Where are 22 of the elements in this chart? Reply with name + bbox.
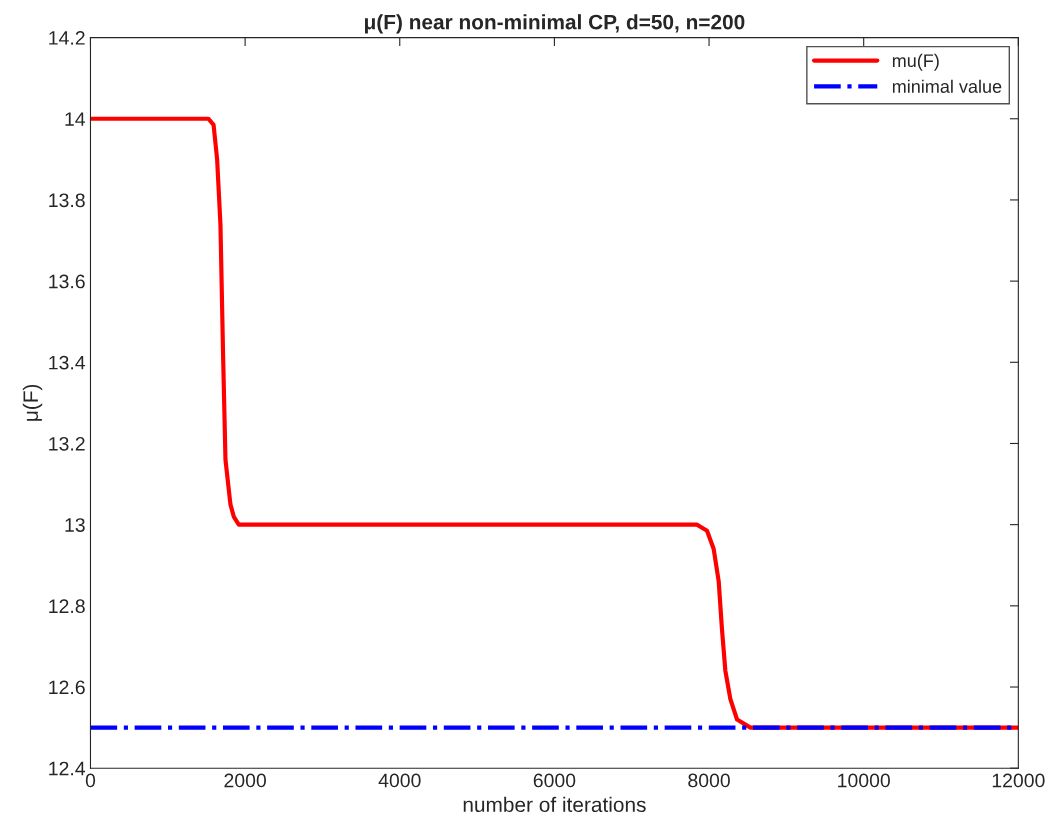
x-tick-label: 8000	[688, 773, 730, 788]
y-tick-label: 13	[65, 518, 85, 532]
x-axis-title: number of iterations	[463, 796, 646, 813]
chart-title: μ(F) near non-minimal CP, d=50, n=200	[365, 14, 745, 34]
x-tick-label: 4000	[378, 773, 421, 788]
x-tick-label: 2000	[224, 773, 266, 788]
y-tick-label: 12.8	[49, 599, 85, 614]
y-tick-label: 13.2	[49, 436, 85, 451]
y-tick-label: 13.4	[49, 355, 86, 370]
x-tick-label: 10000	[838, 773, 890, 788]
y-tick-label: 12.6	[49, 680, 85, 695]
y-tick-label: 13.6	[49, 274, 85, 289]
y-tick-label: 13.8	[49, 193, 85, 208]
y-tick-label: 14	[65, 112, 86, 126]
y-tick-label: 12.4	[49, 761, 86, 776]
y-axis-title: μ(F)	[22, 384, 43, 421]
legend-label: minimal value	[892, 79, 1002, 93]
legend-label: mu(F)	[892, 53, 939, 71]
x-tick-label: 6000	[533, 773, 576, 788]
x-tick-label: 12000	[992, 773, 1045, 788]
x-tick-label: 0	[85, 773, 96, 788]
y-tick-label: 14.2	[49, 31, 85, 45]
